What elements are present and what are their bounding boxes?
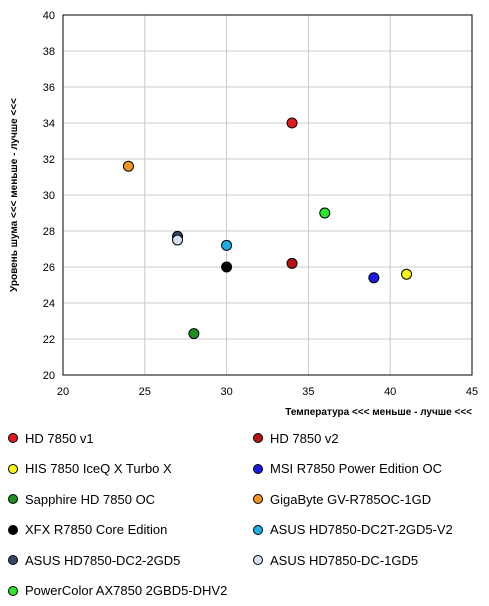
legend-item: ASUS HD7850-DC-1GD5: [253, 552, 418, 568]
y-tick-label: 26: [43, 262, 55, 274]
legend-label: ASUS HD7850-DC-1GD5: [270, 552, 419, 568]
legend-item: HIS 7850 IceQ X Turbo X: [8, 461, 172, 477]
legend-label: HIS 7850 IceQ X Turbo X: [25, 461, 172, 476]
legend-label: Sapphire HD 7850 OC: [25, 491, 156, 507]
x-tick-label: 20: [57, 386, 69, 398]
x-axis-label: Температура <<< меньше - лучше <<<: [285, 407, 472, 418]
x-tick-label: 45: [466, 386, 478, 398]
legend-marker: [8, 585, 18, 596]
legend-marker: [253, 463, 263, 474]
y-tick-label: 32: [43, 154, 55, 166]
legend-label: GigaByte GV-R785OC-1GD: [270, 491, 432, 507]
legend-item: PowerColor AX7850 2GBD5-DHV2: [8, 583, 227, 599]
legend-label: MSI R7850 Power Edition OC: [270, 461, 442, 476]
y-tick-label: 38: [43, 46, 55, 58]
y-tick-label: 22: [43, 334, 55, 346]
axis-ticks: 20 22 24 26 28 30 32 34 36 38 40 20 25 30 35 40 45: [43, 10, 478, 398]
y-tick-label: 20: [43, 370, 55, 382]
legend-label: XFX R7850 Core Edition: [25, 522, 168, 537]
data-point: [401, 268, 413, 280]
data-point: [368, 272, 380, 284]
legend-item: Sapphire HD 7850 OC: [8, 491, 155, 507]
data-point: [319, 207, 331, 219]
legend-marker: [253, 524, 263, 535]
legend-marker: [8, 555, 18, 565]
legend-marker: [253, 555, 263, 565]
legend-item: ASUS HD7850-DC2-2GD5: [8, 552, 180, 568]
data-point: [172, 234, 184, 246]
x-tick-label: 30: [220, 386, 232, 398]
data-point: [122, 160, 134, 172]
legend-marker: [8, 433, 18, 443]
scatter-chart: 20 22 24 26 28 30 32 34 36 38 40 20 25 30 35 40 45 Урове…: [9, 10, 478, 418]
legend-label: HD 7850 v2: [270, 430, 339, 446]
data-points: [122, 117, 413, 340]
data-point: [286, 257, 298, 269]
legend-label: ASUS HD7850-DC2-2GD5: [25, 552, 181, 568]
legend-item: GigaByte GV-R785OC-1GD: [253, 491, 431, 507]
y-tick-label: 34: [43, 118, 55, 130]
legend-label: HD 7850 v1: [25, 430, 94, 446]
data-point: [188, 328, 200, 340]
plot-area: [62, 14, 473, 376]
legend-item: ASUS HD7850-DC2T-2GD5-V2: [253, 522, 453, 538]
legend-label: PowerColor AX7850 2GBD5-DHV2: [25, 583, 228, 598]
y-axis-label: Уровень шума <<< меньше - лучше <<<: [9, 98, 20, 292]
legend-marker: [8, 463, 18, 474]
data-point: [286, 117, 298, 129]
legend-item: XFX R7850 Core Edition: [8, 522, 167, 538]
legend-marker: [253, 494, 263, 504]
x-tick-label: 25: [139, 386, 151, 398]
y-tick-label: 28: [43, 226, 55, 238]
data-point: [221, 261, 233, 273]
y-tick-label: 36: [43, 82, 55, 94]
legend-marker: [8, 524, 18, 535]
legend-item: HD 7850 v2: [253, 430, 339, 446]
x-tick-label: 35: [302, 386, 314, 398]
data-point: [221, 239, 233, 251]
legend-marker: [8, 494, 18, 504]
y-tick-label: 24: [43, 298, 55, 310]
y-tick-label: 40: [43, 10, 55, 22]
x-tick-label: 40: [384, 386, 396, 398]
legend-marker: [253, 433, 263, 443]
grid: [62, 14, 473, 376]
y-tick-label: 30: [43, 190, 55, 202]
legend-item: MSI R7850 Power Edition OC: [253, 461, 442, 477]
legend-label: ASUS HD7850-DC2T-2GD5-V2: [270, 522, 453, 537]
legend: HD 7850 v1 HD 7850 v2 HIS 7850 IceQ X Turb…: [0, 428, 489, 604]
legend-item: HD 7850 v1: [8, 430, 94, 446]
